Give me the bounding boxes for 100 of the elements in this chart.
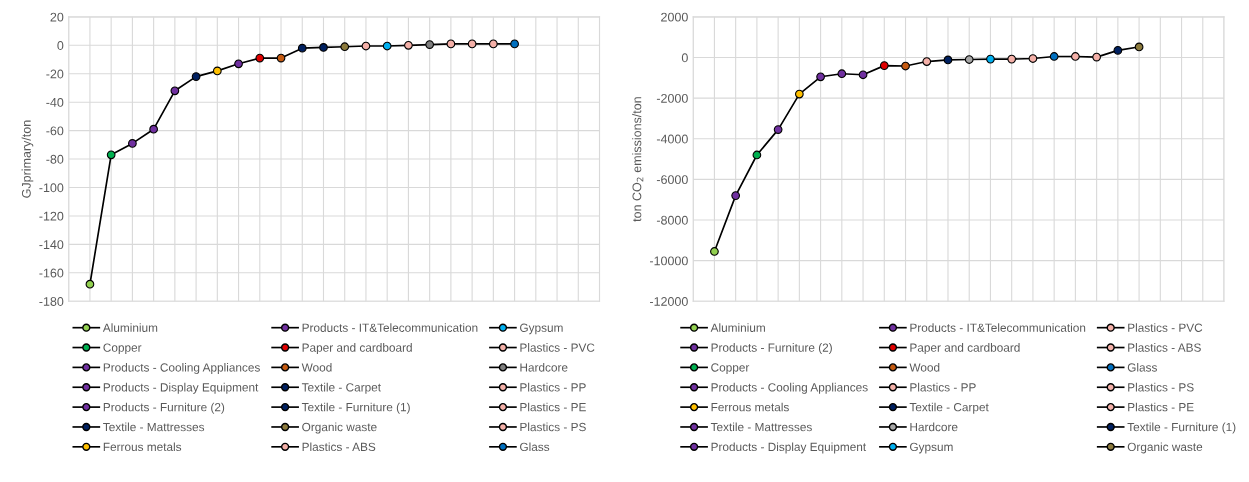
y-tick-label: 20 bbox=[50, 12, 64, 22]
legend-label: Products - IT&Telecommunication bbox=[910, 323, 1086, 332]
y-tick-label: 0 bbox=[57, 41, 64, 50]
legend-label: Plastics - PP bbox=[910, 382, 976, 392]
point bbox=[1028, 54, 1038, 63]
legend-label: Textile - Carpet bbox=[301, 382, 381, 394]
legend-label: Gypsum bbox=[520, 323, 563, 335]
point bbox=[731, 191, 741, 200]
y-tick-label: -4000 bbox=[656, 134, 688, 144]
legend-label: Plastics - PS bbox=[1128, 382, 1194, 392]
legend-label: Products - Cooling Appliances bbox=[711, 382, 868, 394]
legend-label: Plastics - PP bbox=[520, 382, 586, 392]
y-tick-label: -140 bbox=[39, 240, 64, 250]
y-tick-label: -180 bbox=[39, 297, 64, 306]
legend-label: Aluminium bbox=[710, 323, 765, 332]
point bbox=[361, 41, 371, 51]
legend-label: Products - Furniture (2) bbox=[103, 402, 225, 414]
legend-label: Copper bbox=[711, 363, 750, 374]
point bbox=[255, 53, 265, 63]
legend-label: Ferrous metals bbox=[103, 442, 182, 452]
point bbox=[1134, 42, 1144, 52]
point bbox=[170, 86, 180, 96]
point bbox=[837, 69, 847, 79]
y-tick-label: 0 bbox=[681, 53, 688, 63]
legend-label: Products - Furniture (2) bbox=[711, 343, 832, 355]
point bbox=[858, 70, 868, 80]
legend-label: Plastics - PVC bbox=[1128, 323, 1203, 332]
legend-label: Hardcore bbox=[910, 422, 958, 432]
point bbox=[446, 39, 456, 49]
y-tick-label: -2000 bbox=[656, 93, 688, 103]
y-tick-label: -60 bbox=[46, 126, 64, 136]
point bbox=[212, 66, 222, 76]
legend-label: Hardcore bbox=[520, 362, 568, 372]
legend-label: Products - Display Equipment bbox=[103, 382, 259, 394]
legend-label: Plastics - PVC bbox=[520, 343, 595, 352]
point bbox=[879, 61, 889, 70]
point bbox=[922, 57, 932, 66]
point bbox=[794, 89, 804, 99]
point bbox=[234, 59, 243, 69]
point bbox=[340, 42, 350, 52]
point bbox=[816, 72, 825, 82]
legend-label: Textile - Carpet bbox=[909, 402, 989, 414]
legend-label: Textile - Mattresses bbox=[103, 422, 205, 432]
point bbox=[510, 39, 519, 49]
point bbox=[106, 150, 116, 160]
legend-label: Ferrous metals bbox=[711, 402, 789, 412]
y-tick-label: -6000 bbox=[656, 175, 688, 185]
y-tick-label: 2000 bbox=[661, 12, 688, 22]
legend-label: Wood bbox=[301, 362, 332, 372]
y-tick-label: -80 bbox=[46, 154, 64, 164]
point bbox=[488, 39, 498, 49]
y-tick-label: -20 bbox=[46, 69, 64, 79]
point bbox=[425, 40, 435, 49]
legend-label: Gypsum bbox=[910, 442, 953, 454]
legend-label: Textile - Furniture (1) bbox=[301, 402, 410, 414]
legend-label: Plastics - PS bbox=[520, 422, 586, 432]
point bbox=[1049, 52, 1059, 61]
legend-label: Products - Display Equipment bbox=[711, 442, 867, 454]
y-tick-label: -8000 bbox=[656, 215, 688, 225]
y-axis-title: GJprimary/ton bbox=[21, 120, 34, 198]
legend-label: Plastics - ABS bbox=[1128, 343, 1201, 352]
point bbox=[85, 279, 95, 289]
point bbox=[964, 55, 974, 64]
legend-label: Paper and cardboard bbox=[910, 343, 1020, 355]
legend-label: Plastics - ABS bbox=[302, 442, 376, 452]
legend-label: Glass bbox=[1127, 362, 1157, 372]
point bbox=[943, 55, 953, 65]
point bbox=[901, 61, 910, 71]
legend-label: Textile - Mattresses bbox=[710, 422, 812, 432]
point bbox=[382, 41, 392, 51]
legend-label: Glass bbox=[520, 442, 550, 452]
point bbox=[467, 39, 477, 49]
legend-label: Plastics - PE bbox=[520, 402, 586, 412]
y-tick-label: -10000 bbox=[649, 256, 688, 266]
point bbox=[1113, 46, 1123, 55]
y-tick-label: -12000 bbox=[649, 297, 688, 306]
legend-label: Textile - Furniture (1) bbox=[1127, 422, 1236, 434]
legend-label: Paper and cardboard bbox=[302, 343, 412, 355]
y-tick-label: -40 bbox=[46, 97, 64, 107]
point bbox=[191, 72, 201, 81]
point bbox=[1007, 54, 1017, 64]
legend-label: Products - Cooling Appliances bbox=[103, 362, 260, 374]
point bbox=[404, 40, 413, 50]
y-tick-label: -160 bbox=[39, 268, 64, 278]
y-axis-title: ton CO$_{2}$ emissions/ton bbox=[632, 97, 644, 222]
point bbox=[297, 43, 307, 53]
legend-label: Wood bbox=[909, 362, 940, 372]
point bbox=[986, 54, 995, 64]
point bbox=[276, 53, 286, 63]
legend-label: Organic waste bbox=[302, 422, 377, 434]
y-tick-label: -120 bbox=[39, 211, 64, 221]
legend-label: Plastics - PE bbox=[1128, 402, 1194, 412]
point bbox=[149, 124, 159, 134]
y-tick-label: -100 bbox=[39, 183, 64, 193]
point bbox=[752, 150, 762, 160]
legend-label: Aluminium bbox=[102, 323, 158, 332]
point bbox=[773, 125, 783, 134]
point bbox=[1092, 52, 1101, 62]
legend-label: Products - IT&Telecommunication bbox=[302, 323, 478, 332]
legend-label: Copper bbox=[103, 343, 142, 355]
